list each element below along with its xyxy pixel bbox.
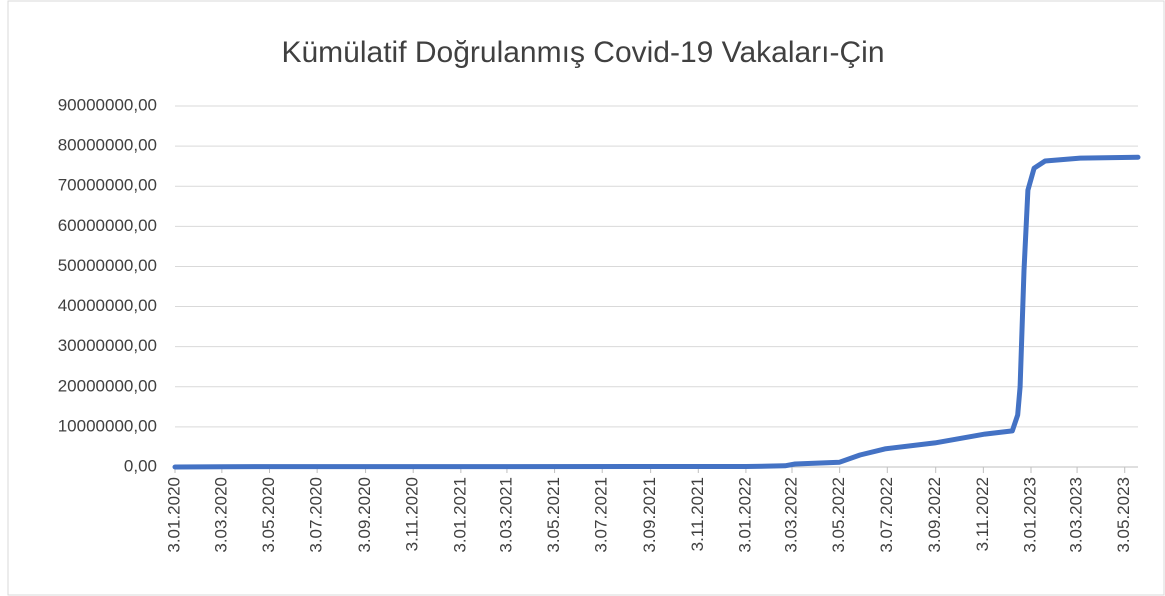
x-tick-label: 3.05.2022	[829, 477, 848, 553]
y-tick-label: 90000000,00	[58, 95, 157, 114]
x-tick-label: 3.09.2022	[925, 477, 944, 553]
y-tick-label: 70000000,00	[58, 176, 157, 195]
y-tick-label: 30000000,00	[58, 336, 157, 355]
y-tick-label: 40000000,00	[58, 296, 157, 315]
x-tick-label: 3.11.2020	[403, 477, 422, 551]
data-line	[172, 154, 1141, 470]
chart-frame	[7, 0, 1165, 596]
x-tick-label: 3.03.2020	[211, 477, 230, 553]
x-tick-label: 3.01.2021	[450, 477, 469, 553]
y-tick-label: 0,00	[124, 456, 157, 475]
x-tick-label: 3.11.2021	[688, 477, 707, 551]
y-tick-label: 20000000,00	[58, 376, 157, 395]
x-tick-label: 3.03.2021	[496, 477, 515, 553]
x-tick-label: 3.01.2020	[164, 477, 183, 553]
x-tick-label: 3.09.2021	[640, 477, 659, 553]
x-tick-label: 3.07.2020	[307, 477, 326, 553]
y-tick-label: 60000000,00	[58, 216, 157, 235]
x-tick-label: 3.01.2023	[1020, 477, 1039, 553]
y-tick-label: 80000000,00	[58, 136, 157, 155]
x-tick-label: 3.07.2021	[592, 477, 611, 553]
x-tick-label: 3.05.2021	[544, 477, 563, 553]
y-tick-label: 50000000,00	[58, 256, 157, 275]
x-tick-label: 3.07.2022	[877, 477, 896, 553]
x-tick-label: 3.03.2022	[781, 477, 800, 553]
x-tick-label: 3.03.2023	[1067, 477, 1086, 553]
y-tick-label: 10000000,00	[58, 416, 157, 435]
x-tick-label: 3.05.2023	[1114, 477, 1133, 553]
chart-title: Kümülatif Doğrulanmış Covid-19 Vakaları-…	[281, 36, 884, 69]
x-tick-label: 3.09.2020	[355, 477, 374, 553]
x-tick-label: 3.01.2022	[735, 477, 754, 553]
x-tick-label: 3.11.2022	[973, 477, 992, 551]
x-tick-label: 3.05.2020	[259, 477, 278, 553]
